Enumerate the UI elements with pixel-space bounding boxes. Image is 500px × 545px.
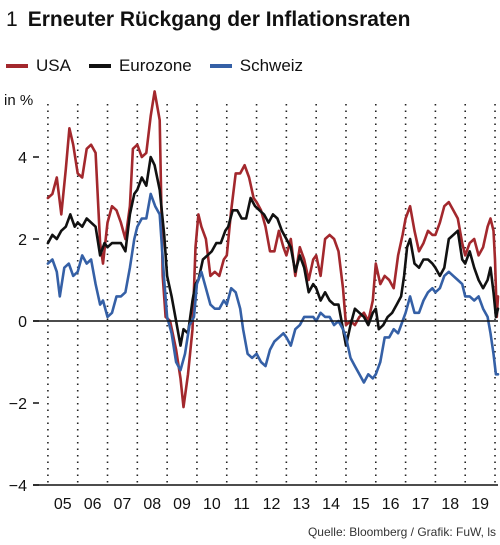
x-tick-label: 13 — [292, 496, 310, 513]
legend-item-usa: USA — [6, 56, 71, 76]
series-layer — [46, 90, 500, 409]
legend-swatch-schweiz — [209, 64, 232, 68]
y-unit-label: in % — [4, 92, 34, 109]
axis-layer: −4 −2 0 2 4 05 06 07 08 09 10 11 12 13 14 15 16 17 18 19 — [9, 150, 498, 513]
x-tick-label: 17 — [412, 496, 430, 513]
x-tick-label: 09 — [173, 496, 191, 513]
legend-item-eurozone: Eurozone — [88, 56, 192, 76]
x-tick-label: 12 — [263, 496, 281, 513]
chart-number: 1 — [6, 8, 18, 31]
series-line-eurozone — [46, 155, 500, 347]
series-line-usa — [46, 90, 500, 409]
legend-label-schweiz: Schweiz — [239, 56, 304, 75]
x-tick-label: 16 — [382, 496, 400, 513]
legend-swatch-eurozone — [88, 64, 111, 68]
x-tick-label: 14 — [322, 496, 340, 513]
x-tick-label: 15 — [352, 496, 370, 513]
y-tick-label: −4 — [9, 478, 27, 495]
source-note: Quelle: Bloomberg / Grafik: FuW, ls — [307, 525, 496, 539]
chart-title-text: Erneuter Rückgang der Inflationsraten — [27, 8, 411, 31]
x-tick-label: 08 — [143, 496, 161, 513]
legend-swatch-usa — [6, 64, 28, 68]
y-tick-label: 2 — [18, 232, 27, 249]
x-tick-label: 11 — [233, 496, 250, 513]
y-tick-label: 4 — [18, 150, 27, 167]
x-tick-label: 06 — [84, 496, 102, 513]
legend-item-schweiz: Schweiz — [209, 56, 304, 76]
series-line-schweiz — [46, 192, 500, 384]
legend: USA Eurozone Schweiz — [6, 56, 303, 76]
chart-title: 1 Erneuter Rückgang der Inflationsraten — [6, 8, 410, 32]
y-tick-label: 0 — [18, 314, 27, 331]
x-tick-label: 19 — [471, 496, 489, 513]
x-tick-label: 18 — [441, 496, 459, 513]
legend-label-eurozone: Eurozone — [118, 56, 192, 75]
y-tick-label: −2 — [9, 396, 27, 413]
x-tick-label: 05 — [54, 496, 72, 513]
x-tick-label: 07 — [114, 496, 132, 513]
legend-label-usa: USA — [36, 56, 71, 75]
x-tick-label: 10 — [203, 496, 221, 513]
